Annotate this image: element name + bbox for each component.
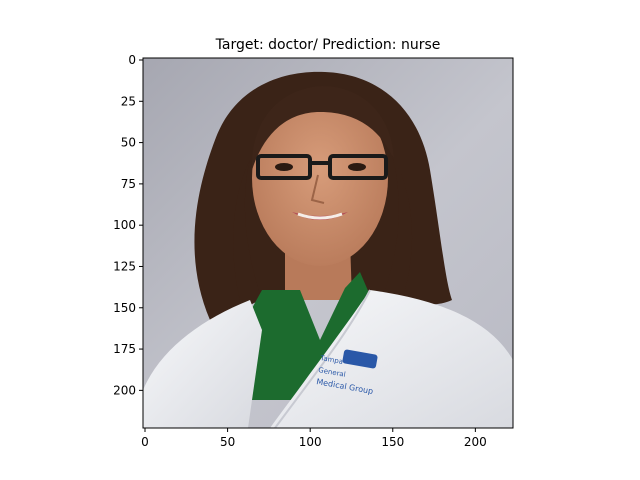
mouth (292, 212, 348, 220)
white-coat-right (270, 290, 513, 428)
y-tick-label: 175 (113, 342, 136, 356)
face (252, 90, 388, 266)
y-axis: 0 25 50 75 100 125 150 175 200 (113, 53, 143, 397)
hair-fringe (251, 86, 394, 170)
glasses (256, 154, 388, 180)
y-tick-label: 0 (128, 53, 136, 67)
y-tick-label: 200 (113, 383, 136, 397)
figure-title: Target: doctor/ Prediction: nurse (215, 37, 441, 53)
x-tick-label: 100 (299, 435, 322, 449)
y-tick-label: 50 (121, 136, 136, 150)
green-shirt (240, 272, 372, 400)
portrait-image: Tampa General Medical Group (143, 58, 513, 428)
x-tick-label: 50 (220, 435, 235, 449)
y-tick-label: 25 (121, 94, 136, 108)
x-tick-label: 200 (464, 435, 487, 449)
axes-frame (142, 57, 514, 429)
y-tick-label: 75 (121, 177, 136, 191)
x-tick-label: 0 (141, 435, 149, 449)
y-tick-label: 100 (113, 218, 136, 232)
white-coat-left (143, 300, 262, 428)
y-tick-label: 125 (113, 259, 136, 273)
x-tick-label: 150 (381, 435, 404, 449)
y-tick-label: 150 (113, 301, 136, 315)
x-axis: 0 50 100 150 200 (141, 428, 487, 449)
